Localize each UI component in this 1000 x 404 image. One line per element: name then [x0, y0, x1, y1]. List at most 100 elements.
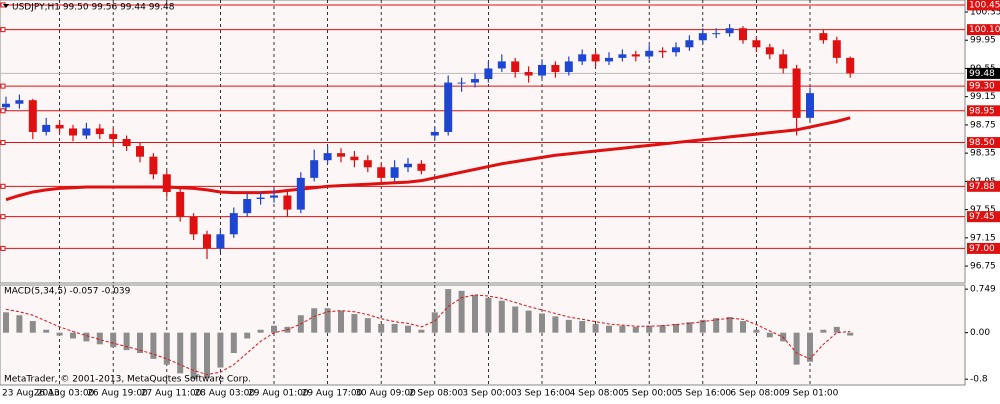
- level-label-bg: [967, 242, 1000, 254]
- level-label: 98.95: [969, 106, 995, 116]
- macd-bar: [351, 314, 358, 333]
- candle-body: [417, 163, 426, 171]
- level-label-bg: [967, 24, 1000, 36]
- x-tick-label: 30 Aug 09:00: [355, 389, 416, 399]
- candle-body: [122, 139, 131, 147]
- level-marker: [0, 83, 6, 89]
- macd-bar: [565, 319, 572, 333]
- level-marker: [0, 245, 6, 251]
- macd-bar: [137, 332, 143, 354]
- level-label: 97.88: [969, 182, 995, 192]
- candle-body: [162, 174, 171, 192]
- y-tick-label: 97.15: [970, 233, 996, 243]
- candle-body: [739, 28, 747, 41]
- menu-arrow[interactable]: [3, 4, 9, 8]
- macd-bar: [766, 332, 773, 338]
- macd-bar: [217, 332, 224, 368]
- last-price-label: 99.48: [969, 69, 995, 79]
- level-label-bg: [967, 211, 1000, 223]
- candle-body: [270, 195, 278, 198]
- x-tick-label: 23 Aug 2013: [2, 389, 60, 399]
- x-tick-label: 2 Sep 08:00: [409, 389, 464, 399]
- macd-bar: [163, 332, 170, 365]
- y-tick-label: 99.15: [970, 92, 996, 102]
- candle-body: [672, 47, 680, 53]
- level-label: 97.45: [969, 212, 995, 222]
- macd-bar: [525, 310, 532, 333]
- y-tick-label: 99.95: [970, 36, 996, 46]
- macd-bar: [204, 332, 210, 379]
- macd-bar: [807, 332, 813, 362]
- macd-bar: [726, 316, 733, 333]
- candle-body: [203, 234, 211, 249]
- candle-body: [631, 54, 640, 57]
- macd-bar: [445, 289, 452, 333]
- last-price-bg: [967, 67, 1000, 79]
- level-label-bg: [967, 105, 1000, 117]
- macd-bar: [699, 319, 706, 333]
- level-label: 100.10: [969, 25, 1000, 35]
- level-marker: [0, 108, 6, 114]
- candle-body: [296, 177, 305, 210]
- macd-bar: [606, 325, 612, 333]
- candle-body: [283, 195, 292, 210]
- y-tick-label: 0.00: [970, 328, 990, 338]
- macd-bar: [110, 332, 117, 348]
- candle-body: [189, 216, 198, 235]
- candle-body: [564, 61, 573, 72]
- macd-bar: [244, 332, 251, 339]
- macd-bar: [753, 329, 760, 333]
- macd-bar: [324, 308, 331, 333]
- candle-body: [497, 61, 506, 69]
- level-marker: [0, 183, 6, 189]
- macd-bar: [16, 315, 23, 333]
- macd-bar: [311, 308, 318, 333]
- candle-body: [698, 33, 707, 41]
- candle-body: [176, 191, 185, 217]
- macd-bar: [3, 312, 9, 333]
- candle-body: [712, 33, 721, 35]
- macd-bar: [431, 312, 438, 333]
- y-tick-label: -0.8: [970, 375, 988, 385]
- candle-body: [591, 54, 600, 62]
- candle-body: [82, 128, 91, 136]
- level-label-bg: [967, 180, 1000, 192]
- macd-pane: [0, 284, 966, 386]
- macd-bar: [686, 322, 693, 333]
- candle-body: [779, 54, 788, 69]
- y-tick-label: 100.35: [970, 7, 1000, 17]
- candle-body: [390, 167, 399, 178]
- candle-body: [618, 54, 627, 58]
- level-label: 100.45: [969, 0, 1000, 10]
- macd-bar: [150, 332, 157, 359]
- macd-bar: [485, 297, 492, 333]
- candle-body: [551, 64, 560, 72]
- x-tick-label: 9 Sep 01:00: [784, 389, 839, 399]
- level-label: 99.30: [969, 82, 995, 92]
- candle-body: [484, 68, 493, 80]
- level-label-bg: [967, 0, 1000, 11]
- candle-body: [229, 213, 238, 235]
- y-tick-label: 0.749: [970, 285, 996, 295]
- macd-bar: [740, 321, 746, 333]
- candle-body: [350, 156, 359, 161]
- candle-body: [42, 124, 51, 132]
- macd-bar: [177, 332, 184, 374]
- candle-body: [645, 50, 654, 57]
- candle-body: [685, 40, 694, 48]
- candle-body: [457, 82, 466, 84]
- x-tick-label: 3 Sep 16:00: [516, 389, 571, 399]
- macd-bar: [378, 323, 385, 333]
- macd-bar: [230, 332, 237, 354]
- macd-bar: [56, 332, 63, 336]
- macd-bar: [70, 332, 76, 339]
- candle-body: [243, 199, 252, 214]
- x-tick-label: 27 Aug 11:00: [141, 389, 202, 399]
- candle-body: [752, 40, 761, 48]
- candle-body: [95, 128, 104, 135]
- signal-line: [5, 294, 851, 376]
- macd-bar: [579, 321, 586, 333]
- candle-body: [471, 79, 479, 83]
- x-tick-label: 28 Aug 03:00: [194, 389, 255, 399]
- main-pane: [0, 0, 966, 284]
